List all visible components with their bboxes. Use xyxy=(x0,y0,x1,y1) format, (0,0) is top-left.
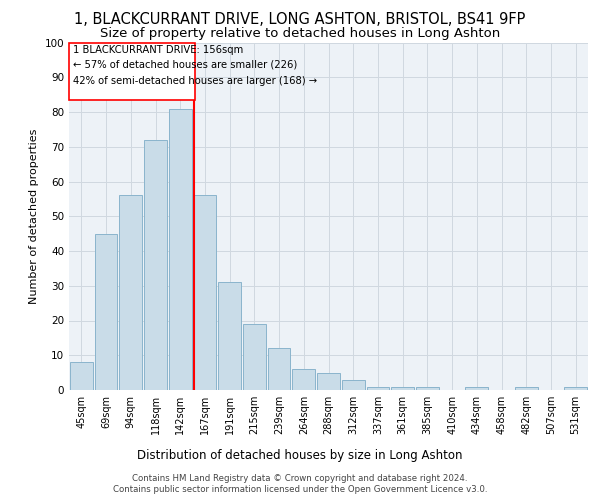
Bar xyxy=(144,140,167,390)
Bar xyxy=(292,369,315,390)
Bar xyxy=(95,234,118,390)
Bar xyxy=(317,372,340,390)
Bar xyxy=(342,380,365,390)
Bar xyxy=(243,324,266,390)
Text: 1 BLACKCURRANT DRIVE: 156sqm: 1 BLACKCURRANT DRIVE: 156sqm xyxy=(73,46,244,56)
Bar xyxy=(119,196,142,390)
Bar xyxy=(391,386,414,390)
Text: Size of property relative to detached houses in Long Ashton: Size of property relative to detached ho… xyxy=(100,28,500,40)
Bar xyxy=(515,386,538,390)
Bar xyxy=(218,282,241,390)
Bar xyxy=(70,362,93,390)
Text: Contains HM Land Registry data © Crown copyright and database right 2024.
Contai: Contains HM Land Registry data © Crown c… xyxy=(113,474,487,494)
Y-axis label: Number of detached properties: Number of detached properties xyxy=(29,128,39,304)
Bar xyxy=(466,386,488,390)
Bar xyxy=(564,386,587,390)
Bar xyxy=(416,386,439,390)
Text: 1, BLACKCURRANT DRIVE, LONG ASHTON, BRISTOL, BS41 9FP: 1, BLACKCURRANT DRIVE, LONG ASHTON, BRIS… xyxy=(74,12,526,28)
Text: Distribution of detached houses by size in Long Ashton: Distribution of detached houses by size … xyxy=(137,450,463,462)
Bar xyxy=(169,108,191,390)
Text: 42% of semi-detached houses are larger (168) →: 42% of semi-detached houses are larger (… xyxy=(73,76,317,86)
FancyBboxPatch shape xyxy=(70,42,195,100)
Text: ← 57% of detached houses are smaller (226): ← 57% of detached houses are smaller (22… xyxy=(73,60,298,70)
Bar xyxy=(268,348,290,390)
Bar xyxy=(367,386,389,390)
Bar xyxy=(194,196,216,390)
